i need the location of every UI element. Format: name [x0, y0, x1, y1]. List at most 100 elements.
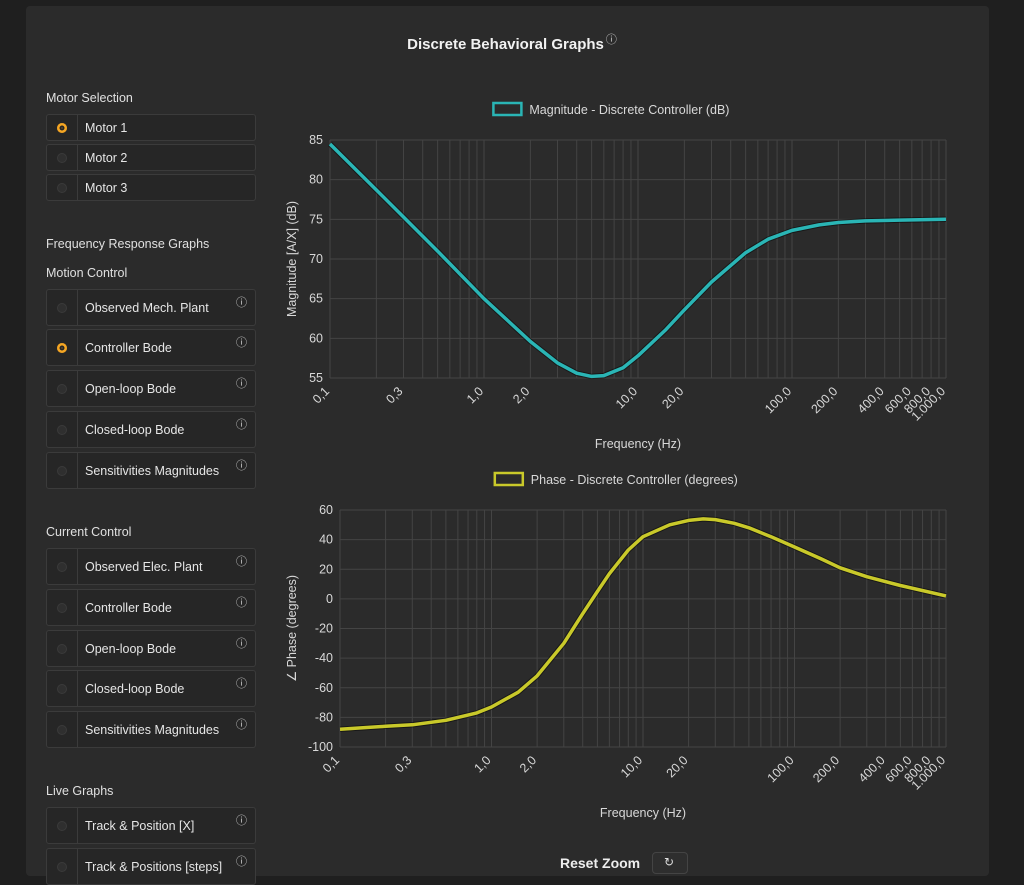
series-line: [339, 517, 947, 731]
radio-button[interactable]: [57, 643, 67, 654]
info-icon[interactable]: ⓘ: [605, 34, 617, 46]
option-label: Controller Bode: [85, 600, 172, 615]
y-tick-label: -40: [315, 651, 333, 665]
option-label: Open-loop Bode: [85, 641, 177, 656]
info-icon[interactable]: ⓘ: [236, 419, 247, 431]
x-tick-label: 400,0: [855, 384, 887, 416]
x-tick-label: 10,0: [613, 384, 640, 411]
info-icon[interactable]: ⓘ: [236, 337, 247, 349]
current-option-5[interactable]: Sensitivities Magnitudes ⓘ: [46, 711, 256, 748]
radio-cell: [47, 453, 78, 488]
current-option-2[interactable]: Controller Bode ⓘ: [46, 589, 256, 626]
x-tick-label: 200,0: [810, 753, 842, 785]
y-tick-label: -100: [308, 740, 333, 754]
option-label: Controller Bode: [85, 340, 172, 355]
radio-button[interactable]: [57, 302, 67, 313]
option-label: Motor 2: [85, 150, 128, 165]
motion-option-2[interactable]: Controller Bode ⓘ: [46, 329, 256, 366]
y-tick-label: -60: [315, 681, 333, 695]
radio-cell: [47, 549, 78, 584]
radio-cell: [47, 330, 78, 365]
radio-button[interactable]: [57, 602, 67, 613]
radio-cell: [47, 290, 78, 325]
info-icon[interactable]: ⓘ: [236, 719, 247, 731]
y-tick-label: 20: [319, 562, 333, 576]
y-tick-label: 65: [309, 292, 323, 306]
option-label: Sensitivities Magnitudes: [85, 463, 220, 478]
legend-swatch: [492, 101, 523, 117]
current-option-1[interactable]: Observed Elec. Plant ⓘ: [46, 548, 256, 585]
info-icon[interactable]: ⓘ: [236, 638, 247, 650]
frequency-response-heading: Frequency Response Graphs: [46, 237, 210, 251]
info-icon[interactable]: ⓘ: [236, 678, 247, 690]
motion-option-3[interactable]: Open-loop Bode ⓘ: [46, 370, 256, 407]
option-label: Closed-loop Bode: [85, 422, 185, 437]
magnitude-chart[interactable]: 55 60 65 70 75 80 85 0,1 0,3 1,0 2,0 10,0 20,0 100,0 2…: [280, 95, 970, 455]
motion-option-1[interactable]: Observed Mech. Plant ⓘ: [46, 289, 256, 326]
option-label: Observed Elec. Plant: [85, 559, 203, 574]
live-option-1[interactable]: Track & Position [X] ⓘ: [46, 807, 256, 844]
y-tick-label: 0: [326, 592, 333, 606]
radio-button[interactable]: [57, 152, 67, 163]
radio-button[interactable]: [57, 342, 67, 353]
x-tick-label: 100,0: [765, 753, 797, 785]
info-icon[interactable]: ⓘ: [236, 815, 247, 827]
motion-control-heading: Motion Control: [46, 266, 128, 280]
x-tick-label: 20,0: [659, 384, 686, 411]
motor-option-2[interactable]: Motor 2: [46, 144, 256, 171]
radio-button[interactable]: [57, 465, 67, 476]
info-icon[interactable]: ⓘ: [236, 378, 247, 390]
info-icon[interactable]: ⓘ: [236, 597, 247, 609]
reset-zoom-label: Reset Zoom: [560, 855, 641, 871]
radio-button[interactable]: [57, 424, 67, 435]
radio-button[interactable]: [57, 820, 67, 831]
radio-cell: [47, 849, 78, 884]
radio-cell: [47, 590, 78, 625]
current-option-3[interactable]: Open-loop Bode ⓘ: [46, 630, 256, 667]
radio-cell: [47, 115, 78, 140]
radio-button[interactable]: [57, 182, 67, 193]
live-option-2[interactable]: Track & Positions [steps] ⓘ: [46, 848, 256, 885]
y-tick-label: 60: [319, 503, 333, 517]
motion-option-5[interactable]: Sensitivities Magnitudes ⓘ: [46, 452, 256, 489]
option-label: Sensitivities Magnitudes: [85, 722, 220, 737]
x-axis-label: Frequency (Hz): [595, 437, 681, 451]
radio-button[interactable]: [57, 122, 67, 133]
info-icon[interactable]: ⓘ: [236, 556, 247, 568]
y-tick-label: -80: [315, 710, 333, 724]
motor-option-3[interactable]: Motor 3: [46, 174, 256, 201]
option-label: Closed-loop Bode: [85, 681, 185, 696]
reset-zoom-button[interactable]: ↻: [652, 852, 688, 874]
radio-cell: [47, 671, 78, 706]
phase-chart[interactable]: -100 -80 -60 -40 -20 0 20 40 60 0,1 0,3 1,0 2,0 10,0 2…: [280, 465, 970, 825]
radio-button[interactable]: [57, 861, 67, 872]
motor-option-1[interactable]: Motor 1: [46, 114, 256, 141]
live-graphs-heading: Live Graphs: [46, 784, 114, 798]
x-tick-label: 0,1: [310, 384, 332, 406]
y-tick-label: 85: [309, 133, 323, 147]
x-tick-label: 0,3: [392, 753, 414, 775]
x-tick-label: 200,0: [808, 384, 840, 416]
x-tick-label: 20,0: [664, 753, 691, 780]
motion-option-4[interactable]: Closed-loop Bode ⓘ: [46, 411, 256, 448]
x-tick-label: 2,0: [510, 384, 532, 406]
y-tick-label: 60: [309, 331, 323, 345]
y-tick-label: 80: [309, 173, 323, 187]
info-icon[interactable]: ⓘ: [236, 297, 247, 309]
legend-swatch: [493, 471, 525, 487]
x-tick-label: 0,1: [320, 753, 342, 775]
y-tick-label: 55: [309, 371, 323, 385]
radio-cell: [47, 712, 78, 747]
current-option-4[interactable]: Closed-loop Bode ⓘ: [46, 670, 256, 707]
radio-button[interactable]: [57, 561, 67, 572]
x-axis-label: Frequency (Hz): [600, 806, 686, 820]
radio-button[interactable]: [57, 724, 67, 735]
info-icon[interactable]: ⓘ: [236, 460, 247, 472]
radio-cell: [47, 145, 78, 170]
radio-button[interactable]: [57, 383, 67, 394]
info-icon[interactable]: ⓘ: [236, 856, 247, 868]
x-tick-label: 10,0: [618, 753, 645, 780]
x-tick-label: 0,3: [383, 384, 405, 406]
radio-button[interactable]: [57, 683, 67, 694]
y-axis-label: ∠ Phase (degrees): [285, 575, 299, 682]
